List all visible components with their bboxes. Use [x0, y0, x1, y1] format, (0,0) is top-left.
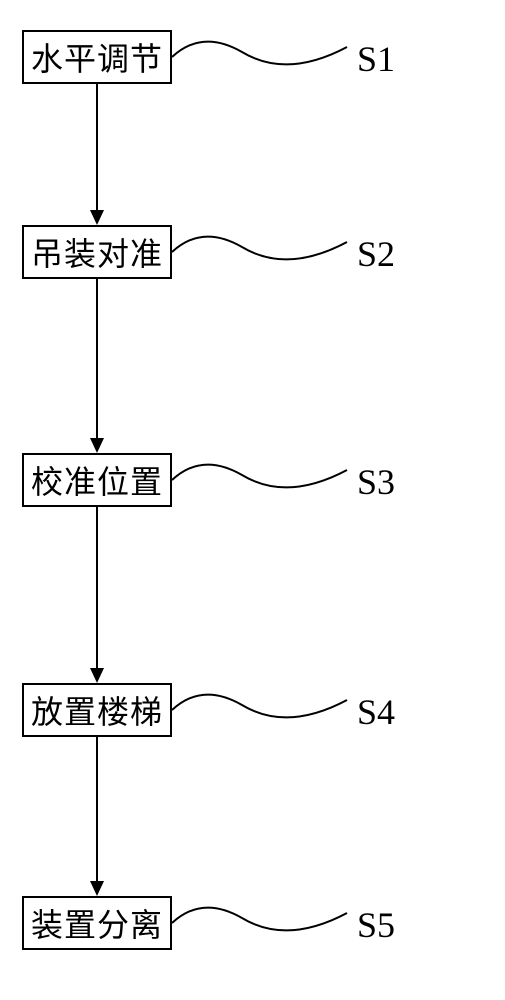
step-text: 装置分离 [31, 900, 163, 946]
step-box-s1: 水平调节 [22, 30, 172, 84]
step-text: 吊装对准 [31, 229, 163, 275]
wave-connector-s2 [172, 232, 352, 272]
wave-connector-s5 [172, 903, 352, 943]
step-box-s3: 校准位置 [22, 453, 172, 507]
step-label-s1: S1 [357, 38, 395, 80]
wave-connector-s3 [172, 460, 352, 500]
step-box-s5: 装置分离 [22, 896, 172, 950]
step-label-s2: S2 [357, 233, 395, 275]
step-label-s3: S3 [357, 461, 395, 503]
step-text: 放置楼梯 [31, 687, 163, 733]
arrow-s1-s2 [87, 84, 107, 225]
step-text: 水平调节 [31, 34, 163, 80]
step-text: 校准位置 [31, 457, 163, 503]
step-box-s2: 吊装对准 [22, 225, 172, 279]
arrow-s2-s3 [87, 279, 107, 453]
wave-connector-s1 [172, 37, 352, 77]
arrow-s3-s4 [87, 507, 107, 683]
step-label-s4: S4 [357, 691, 395, 733]
step-box-s4: 放置楼梯 [22, 683, 172, 737]
arrow-s4-s5 [87, 737, 107, 896]
wave-connector-s4 [172, 690, 352, 730]
step-label-s5: S5 [357, 904, 395, 946]
